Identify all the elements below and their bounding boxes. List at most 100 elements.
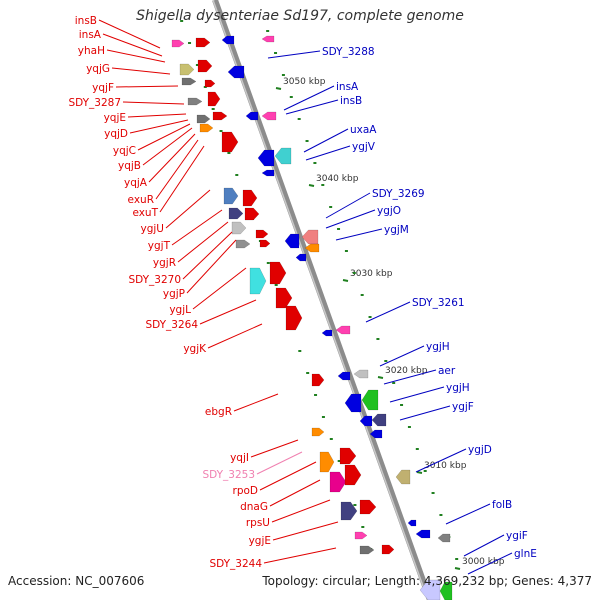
label-connector — [148, 133, 196, 183]
scale-dot — [337, 228, 341, 230]
left-gene-label: yqjE — [104, 112, 126, 124]
gene-feature — [196, 114, 211, 124]
scale-dot — [305, 140, 309, 142]
right-gene-label: ygjF — [452, 401, 474, 413]
scale-dot — [266, 30, 270, 32]
scale-dot — [235, 174, 239, 176]
right-gene-label: ygjO — [377, 205, 401, 217]
left-gene-label: insB — [75, 15, 97, 27]
label-connector — [182, 231, 233, 280]
label-connector — [267, 50, 321, 59]
gene-feature — [245, 111, 259, 121]
label-connector — [233, 393, 279, 412]
gene-feature — [261, 169, 275, 177]
label-connector — [303, 128, 349, 153]
left-gene-label: ygjR — [153, 257, 176, 269]
label-connector — [415, 448, 467, 473]
scale-dot — [361, 526, 365, 528]
right-gene-label: ygjD — [468, 444, 492, 456]
scale-dot — [281, 74, 285, 76]
scale-dot — [329, 438, 333, 440]
gene-feature — [204, 79, 216, 88]
label-connector — [263, 547, 337, 564]
gene-feature — [407, 519, 417, 527]
label-connector — [192, 267, 247, 310]
gene-feature — [261, 35, 275, 43]
right-gene-label: insB — [340, 95, 362, 107]
left-gene-label: ygjL — [169, 304, 191, 316]
left-gene-label: SDY_3264 — [145, 319, 198, 331]
scale-dot — [306, 372, 310, 374]
tick-mark — [308, 184, 315, 187]
gene-feature — [235, 239, 251, 249]
gene-feature — [171, 39, 185, 48]
tick-mark — [454, 567, 461, 570]
gene-feature — [304, 243, 320, 253]
gene-feature — [228, 207, 244, 220]
right-gene-label: SDY_3261 — [412, 297, 465, 309]
gene-feature — [301, 229, 319, 245]
tick-mark — [275, 87, 282, 90]
left-gene-labels: insB insA yhaH yqjG yqjF SDY_3287 yqjE yqjD yqjC… — [68, 15, 339, 570]
gene-feature — [231, 221, 247, 235]
gene-features — [171, 35, 453, 600]
left-gene-label: dnaG — [240, 501, 268, 513]
gene-feature — [381, 544, 395, 555]
label-connector — [305, 145, 351, 161]
label-connector — [335, 228, 383, 241]
tick-mark — [377, 376, 384, 379]
gene-feature — [439, 581, 453, 600]
scale-dot — [415, 448, 419, 450]
left-gene-label: rpsU — [246, 517, 270, 529]
gene-feature — [295, 253, 307, 262]
left-gene-label: yqjD — [104, 128, 128, 140]
scale-dot — [376, 338, 380, 340]
gene-feature — [212, 111, 228, 121]
label-connector — [271, 499, 331, 523]
gene-feature — [259, 239, 271, 248]
left-gene-label: yqjA — [124, 177, 148, 189]
label-connector — [272, 521, 339, 541]
gene-feature — [242, 189, 258, 207]
gene-feature — [395, 469, 411, 485]
label-connector — [250, 439, 299, 458]
tick-label: 3020 kbp — [385, 366, 428, 376]
scale-dot — [344, 250, 348, 252]
gene-feature — [361, 389, 379, 411]
gene-feature — [255, 229, 269, 239]
label-connector — [256, 451, 303, 475]
gene-feature — [261, 111, 277, 121]
gene-feature — [199, 123, 214, 133]
scale-dot — [297, 118, 301, 120]
label-connector — [285, 99, 339, 115]
genome-summary: Topology: circular; Length: 4,369,232 bp… — [262, 574, 592, 588]
left-gene-label: insA — [79, 29, 102, 41]
gene-feature — [181, 77, 197, 86]
left-gene-label: yqjI — [230, 452, 249, 464]
right-gene-label: SDY_3269 — [372, 188, 425, 200]
label-connector — [383, 369, 437, 385]
left-gene-label: ebgR — [205, 406, 232, 418]
scale-dot — [219, 130, 223, 132]
accession-text: Accession: NC_007606 — [8, 574, 145, 588]
left-gene-label: exuR — [128, 194, 154, 206]
label-connector — [283, 85, 335, 111]
label-connector — [165, 189, 211, 229]
tick-label: 3010 kbp — [424, 461, 467, 471]
right-gene-label: ygjH — [446, 382, 470, 394]
gene-feature — [339, 447, 357, 465]
scale-dot — [353, 504, 357, 506]
left-gene-label: SDY_3270 — [128, 274, 181, 286]
left-gene-label: rpoD — [233, 485, 259, 497]
scale-dot — [352, 272, 356, 274]
gene-feature — [437, 533, 451, 543]
scale-dot — [195, 64, 199, 66]
left-gene-label: ygjP — [163, 288, 185, 300]
left-gene-label: SDY_3253 — [202, 469, 255, 481]
label-connector — [177, 221, 229, 263]
right-gene-label: aer — [438, 365, 456, 377]
gene-feature — [221, 131, 239, 153]
scale-dot — [180, 20, 184, 22]
gene-feature — [207, 91, 221, 107]
